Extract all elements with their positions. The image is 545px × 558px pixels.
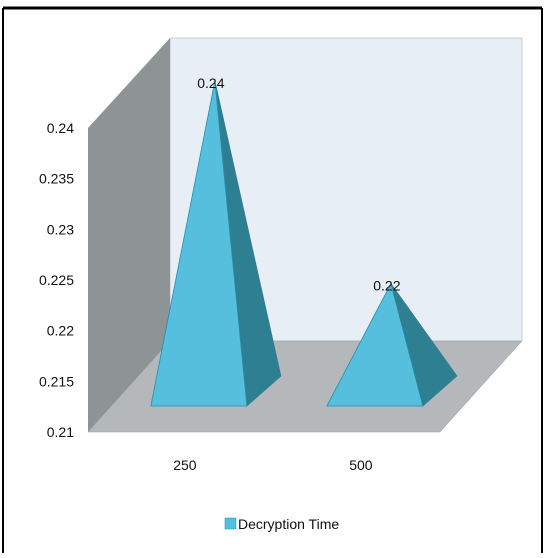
pyramid-front-face — [326, 282, 424, 407]
data-label: 0.24 — [197, 75, 224, 91]
y-tick-label: 0.24 — [47, 120, 74, 136]
y-axis-ticks: 0.21 0.215 0.22 0.225 0.23 0.235 0.24 — [39, 120, 74, 440]
data-label: 0.22 — [373, 278, 400, 294]
x-axis-ticks: 250 500 — [173, 457, 373, 473]
x-tick-label: 250 — [173, 457, 197, 473]
y-tick-label: 0.225 — [39, 272, 74, 288]
legend-label: Decryption Time — [238, 516, 339, 532]
pyramid-mark — [150, 80, 282, 407]
y-tick-label: 0.215 — [39, 373, 74, 389]
chart-side-wall — [88, 38, 170, 432]
pyramid-front-face — [150, 80, 248, 407]
y-tick-label: 0.23 — [47, 221, 74, 237]
y-tick-label: 0.235 — [39, 171, 74, 187]
x-tick-label: 500 — [349, 457, 373, 473]
y-tick-label: 0.21 — [47, 424, 74, 440]
pyramid-mark — [326, 282, 458, 407]
y-tick-label: 0.22 — [47, 323, 74, 339]
legend-swatch — [224, 517, 237, 530]
chart-marks: 0.24 0.22 — [150, 75, 458, 407]
